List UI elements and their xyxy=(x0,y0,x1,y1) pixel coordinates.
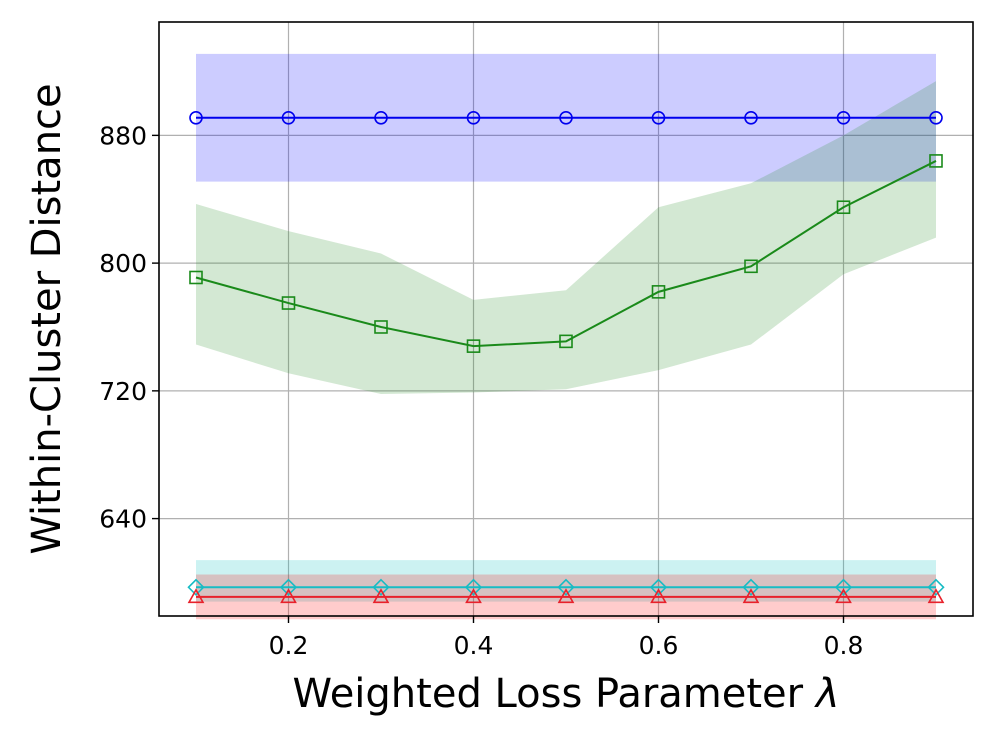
green-point xyxy=(281,296,296,310)
plot-frame xyxy=(158,21,974,617)
x-tick-label: 0.6 xyxy=(639,631,679,660)
green-point xyxy=(189,270,203,285)
x-axis-label: Weighted Loss Parameter λ xyxy=(292,671,839,717)
blue-point xyxy=(281,111,296,125)
y-tick-label: 640 xyxy=(99,505,147,534)
blue-point xyxy=(466,111,481,125)
green-point xyxy=(374,320,388,334)
green-point xyxy=(466,339,481,353)
x-tick-label: 0.2 xyxy=(269,631,309,660)
blue-point xyxy=(929,111,943,125)
green-point xyxy=(744,259,758,274)
cyan-point xyxy=(187,578,205,596)
y-tick-label: 880 xyxy=(99,121,147,150)
axis-ticks: 0.2 0.4 0.6 0.8 640 720 800 880 xyxy=(99,121,863,660)
red-point xyxy=(650,588,667,604)
cyan-point xyxy=(279,578,298,596)
red-point xyxy=(927,588,945,604)
cyan-point xyxy=(927,578,945,596)
blue-point xyxy=(559,111,573,125)
gridlines xyxy=(159,22,973,616)
cyan-point xyxy=(742,578,760,596)
green-point xyxy=(836,200,851,215)
y-axis-label: Within-Cluster Distance xyxy=(24,83,70,554)
green-point xyxy=(651,285,666,299)
green-band xyxy=(196,81,936,395)
red-point xyxy=(557,588,575,604)
blue-point xyxy=(744,111,758,125)
cyan-point xyxy=(464,578,483,596)
red-point xyxy=(372,588,390,604)
cyan-point xyxy=(834,578,853,596)
cyan-point xyxy=(372,578,390,596)
blue-point xyxy=(374,111,388,125)
red-point xyxy=(465,588,482,604)
y-tick-label: 800 xyxy=(99,249,147,278)
red-point xyxy=(280,588,297,604)
cyan-point xyxy=(649,578,668,596)
green-point xyxy=(929,154,943,168)
x-axis-label-symbol: λ xyxy=(814,671,840,717)
blue-point xyxy=(651,111,666,125)
blue-point xyxy=(836,111,851,125)
red-point xyxy=(742,588,760,604)
y-tick-label: 720 xyxy=(99,377,147,406)
x-tick-label: 0.4 xyxy=(454,631,494,660)
series-lines xyxy=(195,116,937,598)
blue-point xyxy=(189,111,203,125)
green-line xyxy=(195,160,937,348)
x-tick-label: 0.8 xyxy=(824,631,864,660)
cyan-point xyxy=(557,578,575,596)
red-point xyxy=(835,588,852,604)
x-axis-label-text: Weighted Loss Parameter xyxy=(292,671,803,717)
red-point xyxy=(187,588,205,604)
series-markers xyxy=(187,111,945,604)
green-point xyxy=(559,334,573,349)
